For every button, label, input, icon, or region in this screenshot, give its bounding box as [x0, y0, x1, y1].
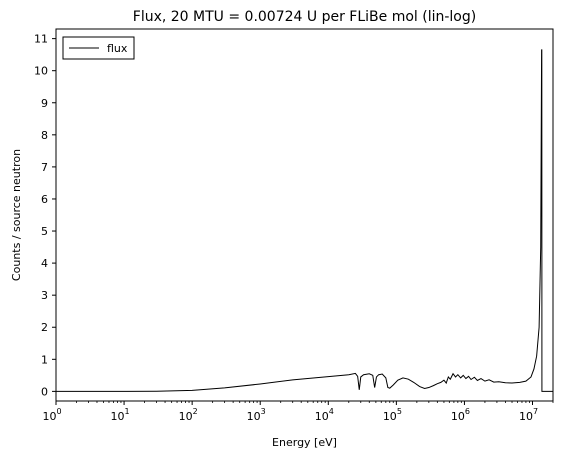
- x-tick-label-exponent: 5: [397, 407, 402, 416]
- x-tick-label-exponent: 0: [56, 407, 61, 416]
- y-tick-label: 2: [41, 321, 48, 334]
- legend: flux: [62, 36, 135, 60]
- y-tick-label: 9: [41, 97, 48, 110]
- y-tick-label: 3: [41, 289, 48, 302]
- y-tick-label: 8: [41, 129, 48, 142]
- plot-area: [56, 49, 553, 392]
- y-tick-label: 0: [41, 385, 48, 398]
- x-tick-label-exponent: 3: [261, 407, 266, 416]
- x-axis-label: Energy [eV]: [272, 436, 337, 449]
- legend-label-flux: flux: [107, 42, 128, 55]
- y-axis-label: Counts / source neutron: [10, 149, 23, 281]
- x-tick-label-exponent: 6: [465, 407, 470, 416]
- chart-title: Flux, 20 MTU = 0.00724 U per FLiBe mol (…: [133, 9, 476, 25]
- plot-frame: [55, 28, 554, 402]
- x-tick-label-exponent: 4: [329, 407, 334, 416]
- x-tick-label-exponent: 7: [533, 407, 538, 416]
- series-line-flux: [56, 49, 553, 392]
- y-tick-label: 4: [41, 257, 48, 270]
- y-tick-label: 6: [41, 193, 48, 206]
- x-tick-label-exponent: 1: [125, 407, 130, 416]
- y-tick-label: 1: [41, 353, 48, 366]
- y-tick-label: 7: [41, 161, 48, 174]
- x-tick-label-exponent: 2: [193, 407, 198, 416]
- y-tick-label: 11: [34, 33, 48, 46]
- y-tick-label: 10: [34, 65, 48, 78]
- y-tick-label: 5: [41, 225, 48, 238]
